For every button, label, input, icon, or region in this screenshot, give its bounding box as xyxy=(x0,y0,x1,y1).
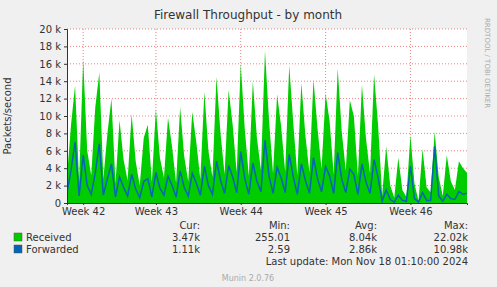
legend-swatch xyxy=(14,245,22,253)
y-tick: 2 k xyxy=(46,180,67,191)
y-tick-label: 14 k xyxy=(39,76,61,87)
stat-header: Min: xyxy=(269,220,290,231)
y-tick: 12 k xyxy=(39,93,67,104)
grid-line-y xyxy=(67,46,467,47)
y-tick-mark xyxy=(64,116,67,117)
chart: 0 2 k 4 k 6 k 8 k 10 k 12 k 14 k 16 k 18 k 20 k Wee… xyxy=(0,0,497,287)
y-tick: 4 k xyxy=(46,163,67,174)
stat-value: 10.98k xyxy=(434,244,469,255)
y-tick-label: 4 k xyxy=(46,163,62,174)
y-tick: 16 k xyxy=(39,59,67,70)
y-tick: 6 k xyxy=(46,146,67,157)
x-tick-label: Week 43 xyxy=(135,206,178,217)
grid-line-y xyxy=(67,63,467,64)
line xyxy=(67,140,467,202)
x-tick-label: Week 42 xyxy=(62,206,105,217)
x-tick: Week 44 xyxy=(220,203,263,217)
stat-value: 3.47k xyxy=(172,232,200,243)
stat-value: 8.04k xyxy=(349,232,377,243)
stat-header: Cur: xyxy=(179,220,200,231)
x-axis: Week 42 Week 43 Week 44 Week 45 Week 46 xyxy=(62,203,467,217)
stat-value: 1.11k xyxy=(172,244,200,255)
y-tick-label: 20 k xyxy=(39,24,61,35)
watermark: RRDTOOL / TOBI OETIKER xyxy=(483,18,491,108)
title: Firewall Throughput - by month xyxy=(154,8,342,22)
x-tick: Week 46 xyxy=(389,203,432,217)
y-tick-mark xyxy=(64,46,67,47)
grid xyxy=(67,29,467,203)
y-tick-label: 0 xyxy=(55,198,61,209)
y-tick-mark xyxy=(64,64,67,65)
plot-background xyxy=(67,29,467,203)
y-tick-mark xyxy=(64,99,67,100)
stat-value: 255.01 xyxy=(255,232,290,243)
y-tick-label: 8 k xyxy=(46,128,62,139)
y-tick-mark xyxy=(64,133,67,134)
y-tick-label: 16 k xyxy=(39,59,61,70)
y-tick-label: 12 k xyxy=(39,93,61,104)
grid-line-y xyxy=(67,29,467,30)
legend-swatch xyxy=(14,233,22,241)
last-update: Last update: Mon Nov 18 01:10:00 2024 xyxy=(266,256,468,267)
stat-header: Avg: xyxy=(355,220,377,231)
y-axis: 0 2 k 4 k 6 k 8 k 10 k 12 k 14 k 16 k 18 k 20 k xyxy=(39,24,67,209)
x-tick-label: Week 46 xyxy=(389,206,432,217)
y-tick-mark xyxy=(64,186,67,187)
x-tick-label: Week 45 xyxy=(304,206,347,217)
y-tick-mark xyxy=(64,81,67,82)
legend-label: Received xyxy=(26,232,72,243)
y-tick-label: 10 k xyxy=(39,111,61,122)
y-axis-line xyxy=(64,30,68,204)
x-axis-line xyxy=(68,204,468,206)
y-tick-mark xyxy=(64,203,67,204)
x-tick-mark xyxy=(156,203,157,205)
y-tick-label: 6 k xyxy=(46,146,62,157)
x-tick-mark xyxy=(326,203,327,205)
x-tick: Week 42 xyxy=(62,203,105,217)
x-tick-mark xyxy=(241,203,242,205)
x-tick-mark xyxy=(83,203,84,205)
y-tick-mark xyxy=(64,29,67,30)
grid-line-y xyxy=(67,81,467,82)
y-tick: 10 k xyxy=(39,111,67,122)
y-axis-title: Packets/second xyxy=(2,78,13,155)
x-tick-mark xyxy=(410,203,411,205)
stat-header: Max: xyxy=(444,220,468,231)
stat-value: 22.02k xyxy=(434,232,469,243)
x-tick: Week 43 xyxy=(135,203,178,217)
area xyxy=(67,51,467,203)
plot-area xyxy=(67,51,467,203)
y-tick-mark xyxy=(64,151,67,152)
x-tick-label: Week 44 xyxy=(220,206,263,217)
y-tick: 8 k xyxy=(46,128,67,139)
y-tick-label: 2 k xyxy=(46,180,62,191)
stat-value: 2.86k xyxy=(349,244,377,255)
legend-label: Forwarded xyxy=(26,244,79,255)
y-tick: 20 k xyxy=(39,24,67,35)
footer: Munin 2.0.76 xyxy=(222,274,274,283)
stat-value: 2.59 xyxy=(268,244,290,255)
background xyxy=(0,0,497,287)
x-tick: Week 45 xyxy=(304,203,347,217)
y-tick-mark xyxy=(64,168,67,169)
y-tick: 14 k xyxy=(39,76,67,87)
y-tick-label: 18 k xyxy=(39,41,61,52)
legend: Cur: Min: Avg: Max: Received 3.47k 255.01 8.04k… xyxy=(14,220,468,255)
y-tick: 18 k xyxy=(39,41,67,52)
